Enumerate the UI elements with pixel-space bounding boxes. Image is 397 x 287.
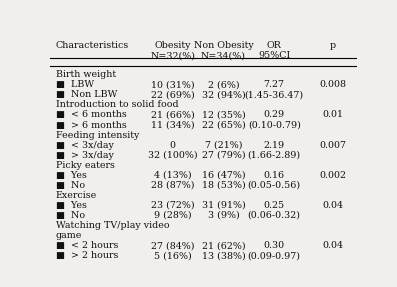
Text: Obesity
N=32(%): Obesity N=32(%) xyxy=(150,41,195,61)
Text: 31 (91%): 31 (91%) xyxy=(202,201,245,210)
Text: 23 (72%): 23 (72%) xyxy=(151,201,195,210)
Text: ■  Yes: ■ Yes xyxy=(56,201,87,210)
Text: (1.66-2.89): (1.66-2.89) xyxy=(248,151,301,160)
Text: 0.04: 0.04 xyxy=(322,201,343,210)
Text: 13 (38%): 13 (38%) xyxy=(202,251,245,260)
Text: 11 (34%): 11 (34%) xyxy=(151,121,195,129)
Text: ■  < 6 months: ■ < 6 months xyxy=(56,110,127,119)
Text: ■  > 6 months: ■ > 6 months xyxy=(56,121,127,129)
Text: (0.06-0.32): (0.06-0.32) xyxy=(248,211,301,220)
Text: OR
95%CI: OR 95%CI xyxy=(258,41,290,61)
Text: 16 (47%): 16 (47%) xyxy=(202,171,245,180)
Text: 0.04: 0.04 xyxy=(322,241,343,250)
Text: Picky eaters: Picky eaters xyxy=(56,161,115,170)
Text: Watching TV/play video
game: Watching TV/play video game xyxy=(56,221,170,241)
Text: Non Obesity
N=34(%): Non Obesity N=34(%) xyxy=(194,41,253,61)
Text: 21 (66%): 21 (66%) xyxy=(151,110,195,119)
Text: 0.25: 0.25 xyxy=(264,201,285,210)
Text: 27 (79%): 27 (79%) xyxy=(202,151,245,160)
Text: ■  LBW: ■ LBW xyxy=(56,80,94,89)
Text: 10 (31%): 10 (31%) xyxy=(151,80,195,89)
Text: 21 (62%): 21 (62%) xyxy=(202,241,245,250)
Text: 2 (6%): 2 (6%) xyxy=(208,80,239,89)
Text: 0.008: 0.008 xyxy=(319,80,346,89)
Text: 22 (69%): 22 (69%) xyxy=(151,90,195,99)
Text: 0.01: 0.01 xyxy=(322,110,343,119)
Text: Birth weight: Birth weight xyxy=(56,70,116,79)
Text: p: p xyxy=(330,41,336,50)
Text: 18 (53%): 18 (53%) xyxy=(202,181,245,190)
Text: Feeding intensity: Feeding intensity xyxy=(56,131,139,139)
Text: 7.27: 7.27 xyxy=(264,80,285,89)
Text: ■  > 2 hours: ■ > 2 hours xyxy=(56,251,118,260)
Text: ■  No: ■ No xyxy=(56,211,85,220)
Text: (0.10-0.79): (0.10-0.79) xyxy=(248,121,301,129)
Text: 3 (9%): 3 (9%) xyxy=(208,211,239,220)
Text: ■  Non LBW: ■ Non LBW xyxy=(56,90,117,99)
Text: 0.007: 0.007 xyxy=(319,141,346,150)
Text: ■  Yes: ■ Yes xyxy=(56,171,87,180)
Text: ■  < 2 hours: ■ < 2 hours xyxy=(56,241,118,250)
Text: 28 (87%): 28 (87%) xyxy=(151,181,195,190)
Text: 27 (84%): 27 (84%) xyxy=(151,241,195,250)
Text: (1.45-36.47): (1.45-36.47) xyxy=(245,90,304,99)
Text: ■  < 3x/day: ■ < 3x/day xyxy=(56,141,114,150)
Text: 32 (100%): 32 (100%) xyxy=(148,151,197,160)
Text: 0.29: 0.29 xyxy=(264,110,285,119)
Text: Characteristics: Characteristics xyxy=(56,41,129,50)
Text: 12 (35%): 12 (35%) xyxy=(202,110,245,119)
Text: Exercise: Exercise xyxy=(56,191,97,200)
Text: ■  > 3x/day: ■ > 3x/day xyxy=(56,151,114,160)
Text: (0.09-0.97): (0.09-0.97) xyxy=(248,251,301,260)
Text: 0.30: 0.30 xyxy=(264,241,285,250)
Text: 0.16: 0.16 xyxy=(264,171,285,180)
Text: (0.05-0.56): (0.05-0.56) xyxy=(248,181,301,190)
Text: 5 (16%): 5 (16%) xyxy=(154,251,192,260)
Text: ■  No: ■ No xyxy=(56,181,85,190)
Text: 32 (94%): 32 (94%) xyxy=(202,90,245,99)
Text: 0.002: 0.002 xyxy=(319,171,346,180)
Text: 9 (28%): 9 (28%) xyxy=(154,211,191,220)
Text: 22 (65%): 22 (65%) xyxy=(202,121,245,129)
Text: 0: 0 xyxy=(170,141,176,150)
Text: 7 (21%): 7 (21%) xyxy=(205,141,242,150)
Text: 4 (13%): 4 (13%) xyxy=(154,171,191,180)
Text: 2.19: 2.19 xyxy=(264,141,285,150)
Text: Introduction to solid food: Introduction to solid food xyxy=(56,100,178,109)
